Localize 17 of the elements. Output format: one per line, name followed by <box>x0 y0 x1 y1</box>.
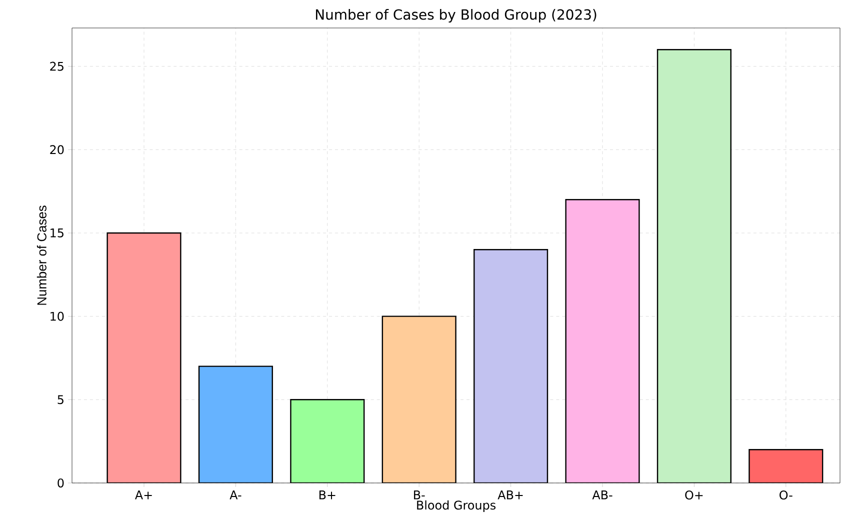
x-tick-label: A- <box>230 490 242 500</box>
x-tick-label: AB- <box>592 490 612 500</box>
x-tick-label: B+ <box>319 490 336 500</box>
x-tick-label: AB+ <box>498 490 523 500</box>
y-tick-label: 15 <box>50 228 64 238</box>
x-tick-label: O- <box>780 490 792 500</box>
x-axis-title: Blood Groups <box>417 500 496 512</box>
y-tick-label: 10 <box>50 312 64 321</box>
y-tick-label: 20 <box>50 145 64 154</box>
x-tick-label: A+ <box>134 490 152 500</box>
y-tick-label: 5 <box>58 395 64 404</box>
chart-title: Number of Cases by Blood Group (2023) <box>316 8 596 22</box>
y-tick-label: 0 <box>58 478 64 488</box>
x-tick-label: O+ <box>685 490 703 500</box>
y-tick-label: 25 <box>50 62 64 71</box>
y-axis-title: Number of Cases <box>36 206 46 305</box>
x-tick-label: B- <box>414 490 425 500</box>
